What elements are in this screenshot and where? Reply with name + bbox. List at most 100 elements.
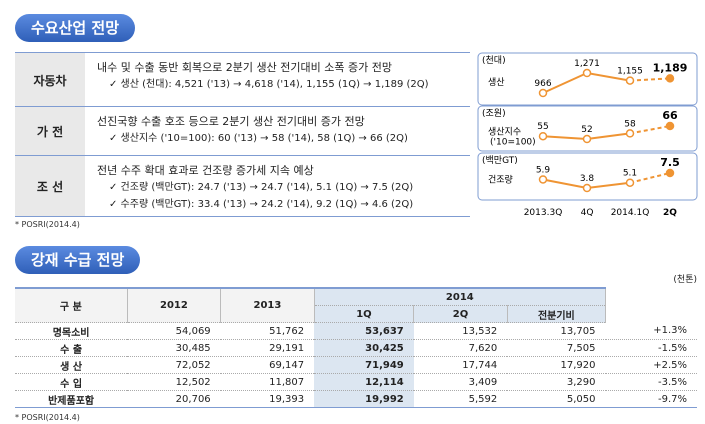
industry-label: 자동차 [15,53,85,107]
table-cell: 71,949 [314,356,414,374]
marker [582,183,592,193]
value-label: 1,155 [617,67,643,77]
header-cell: 구 분 [15,287,128,323]
marker [582,68,592,78]
table-cell: 5,592 [413,390,508,408]
value-label: 7.5 [660,156,680,169]
marker [538,175,548,184]
table-cell: 7,505 [507,339,606,357]
table-cell: 12,114 [314,373,414,391]
marker [625,178,635,187]
table-cell: 54,069 [127,322,221,340]
table-cell: 5,050 [507,390,606,408]
table-cell: -9.7% [605,390,697,408]
industry-row: 가 전 선진국향 수출 호조 등으로 2분기 생산 전기대비 증가 전망 ✓ 생산지… [15,106,470,156]
table-cell: 수 입 [15,373,128,391]
header-cell: 2012 [127,287,222,323]
table-cell: 30,425 [314,339,414,357]
table-cell: 19,992 [314,390,414,408]
value-label: 5.1 [623,169,637,179]
table-cell: 3,409 [413,373,508,391]
header-cell: 2014 [314,287,607,306]
table-row: 생 산 72,052 69,147 71,949 17,744 17,920 +2.5% [15,356,697,374]
marker [538,131,548,141]
unit-label: (천대) [482,55,506,66]
table-cell: 반제품포함 [15,390,128,408]
table-cell: 19,393 [220,390,315,408]
value-label: 1,271 [574,59,600,69]
header-row: 구 분 2012 2013 2014 [15,287,697,323]
table-cell: -3.5% [605,373,697,391]
x-tick-label: 2014.1Q [611,208,650,218]
value-label: 5.9 [536,165,551,175]
table-cell: +2.5% [605,356,697,374]
table-row: 수 출 30,485 29,191 30,425 7,620 7,505 -1.5% [15,339,697,357]
industry-row: 조 선 전년 수주 확대 효과로 건조량 증가세 지속 예상 ✓ 건조량 (백만GT… [15,155,470,217]
detail: ✓ 생산 (천대): 4,521 ('13) → 4,618 ('14), 1,… [109,79,429,90]
marker [665,168,675,178]
headline: 선진국향 수출 호조 등으로 2분기 생산 전기대비 증가 전망 [97,115,365,128]
table-cell: 13,705 [507,322,606,340]
value-label: 1,189 [653,61,688,74]
chart-box [477,105,698,152]
footnote: * POSRI(2014.4) [15,413,80,422]
table-row: 반제품포함 20,706 19,393 19,992 5,592 5,050 -9.7% [15,390,697,408]
mini-charts: (천대) 생산 966 1,271 1,155 1,189 (조원) 생산지수('10=100… [477,52,698,218]
marker [665,121,675,131]
table-cell: 11,807 [220,373,315,391]
table-cell: 30,485 [127,339,221,357]
chart-box [477,152,698,201]
table-cell: 수 출 [15,339,128,357]
value-label: 58 [624,119,636,129]
series-label: 건조량 [488,174,513,186]
industry-row: 자동차 내수 및 수출 동반 회복으로 2분기 생산 전기대비 소폭 증가 전망 ✓… [15,52,470,107]
chart-box [477,52,698,106]
table-cell: 29,191 [220,339,315,357]
table-cell: 53,637 [314,322,414,340]
series-label: 생산지수 [488,127,521,138]
value-label: 3.8 [580,174,595,184]
marker [582,134,592,144]
x-tick-label: 2Q [663,208,677,218]
value-label: 966 [534,79,551,89]
detail: ✓ 생산지수 ('10=100): 60 ('13) → 58 ('14), 5… [109,133,408,144]
value-label: 66 [662,109,678,122]
unit-label: (백만GT) [482,155,518,166]
section-title: 수요산업 전망 [15,14,136,42]
marker [625,76,635,85]
table-cell: 20,706 [127,390,221,408]
x-tick-label: 2013.3Q [524,208,563,218]
series-label: 생산 [488,77,505,88]
footnote: * POSRI(2014.4) [15,220,80,229]
table-cell: 51,762 [220,322,315,340]
detail: ✓ 수주량 (백만GT): 33.4 ('13) → 24.2 ('14), 9… [109,199,414,210]
section-title: 강재 수급 전망 [15,246,141,274]
table-cell: 생 산 [15,356,128,374]
table-cell: 명목소비 [15,322,128,340]
industry-label: 조 선 [15,156,85,216]
table-cell: 17,744 [413,356,508,374]
marker [538,88,548,98]
table-cell: +1.3% [605,322,697,340]
value-label: 55 [537,122,548,132]
industry-text: 선진국향 수출 호조 등으로 2분기 생산 전기대비 증가 전망 ✓ 생산지수 (… [97,113,408,147]
marker [625,129,635,138]
headline: 내수 및 수출 동반 회복으로 2분기 생산 전기대비 소폭 증가 전망 [97,61,392,74]
table-cell: 69,147 [220,356,315,374]
table-cell: 7,620 [413,339,508,357]
table-row: 명목소비 54,069 51,762 53,637 13,532 13,705 +1.3% [15,322,697,340]
subheader-row: 1Q 2Q 전분기비 [15,305,697,323]
x-tick-label: 4Q [581,208,594,218]
industry-text: 내수 및 수출 동반 회복으로 2분기 생산 전기대비 소폭 증가 전망 ✓ 생산… [97,59,429,93]
detail: ✓ 건조량 (백만GT): 24.7 ('13) → 24.7 ('14), 5… [109,182,414,193]
table-cell: 13,532 [413,322,508,340]
industry-label: 가 전 [15,107,85,156]
marker [665,74,675,83]
table-cell: 12,502 [127,373,221,391]
header-cell: 2013 [220,287,315,323]
value-label: 52 [581,125,592,135]
table-cell: 17,920 [507,356,606,374]
header-cell: 1Q [314,305,415,323]
header-cell: 2Q [413,305,508,323]
